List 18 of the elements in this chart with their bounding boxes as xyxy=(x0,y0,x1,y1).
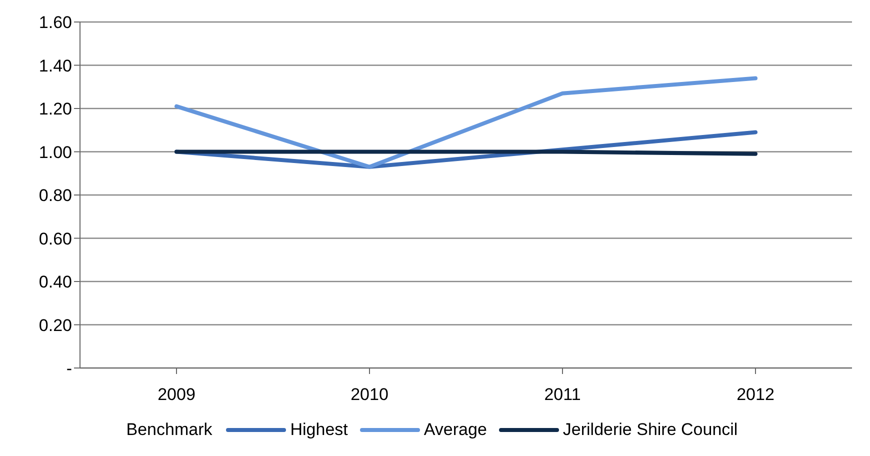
y-tick-label: 1.00 xyxy=(38,142,72,162)
y-tick-label: 1.20 xyxy=(38,100,72,119)
legend-label: Average xyxy=(424,420,487,440)
y-tick-label: - xyxy=(66,359,72,378)
y-tick-label: 1.40 xyxy=(38,56,72,76)
line-series xyxy=(174,76,758,169)
legend-label: Highest xyxy=(290,420,348,440)
y-tick-label: 1.60 xyxy=(38,13,72,32)
x-tick-label: 2010 xyxy=(350,385,388,404)
y-tick-label: 0.60 xyxy=(38,229,72,248)
y-tick-label: 0.80 xyxy=(38,186,72,206)
y-tick-label: 0.40 xyxy=(38,272,72,292)
legend-title: Benchmark xyxy=(126,420,212,440)
y-tick-label: 0.20 xyxy=(38,316,72,335)
x-tick-label: 2012 xyxy=(736,385,774,404)
legend-label: Jerilderie Shire Council xyxy=(562,420,738,440)
x-tick-label: 2009 xyxy=(158,385,196,404)
x-tick-label: 2011 xyxy=(544,385,581,404)
